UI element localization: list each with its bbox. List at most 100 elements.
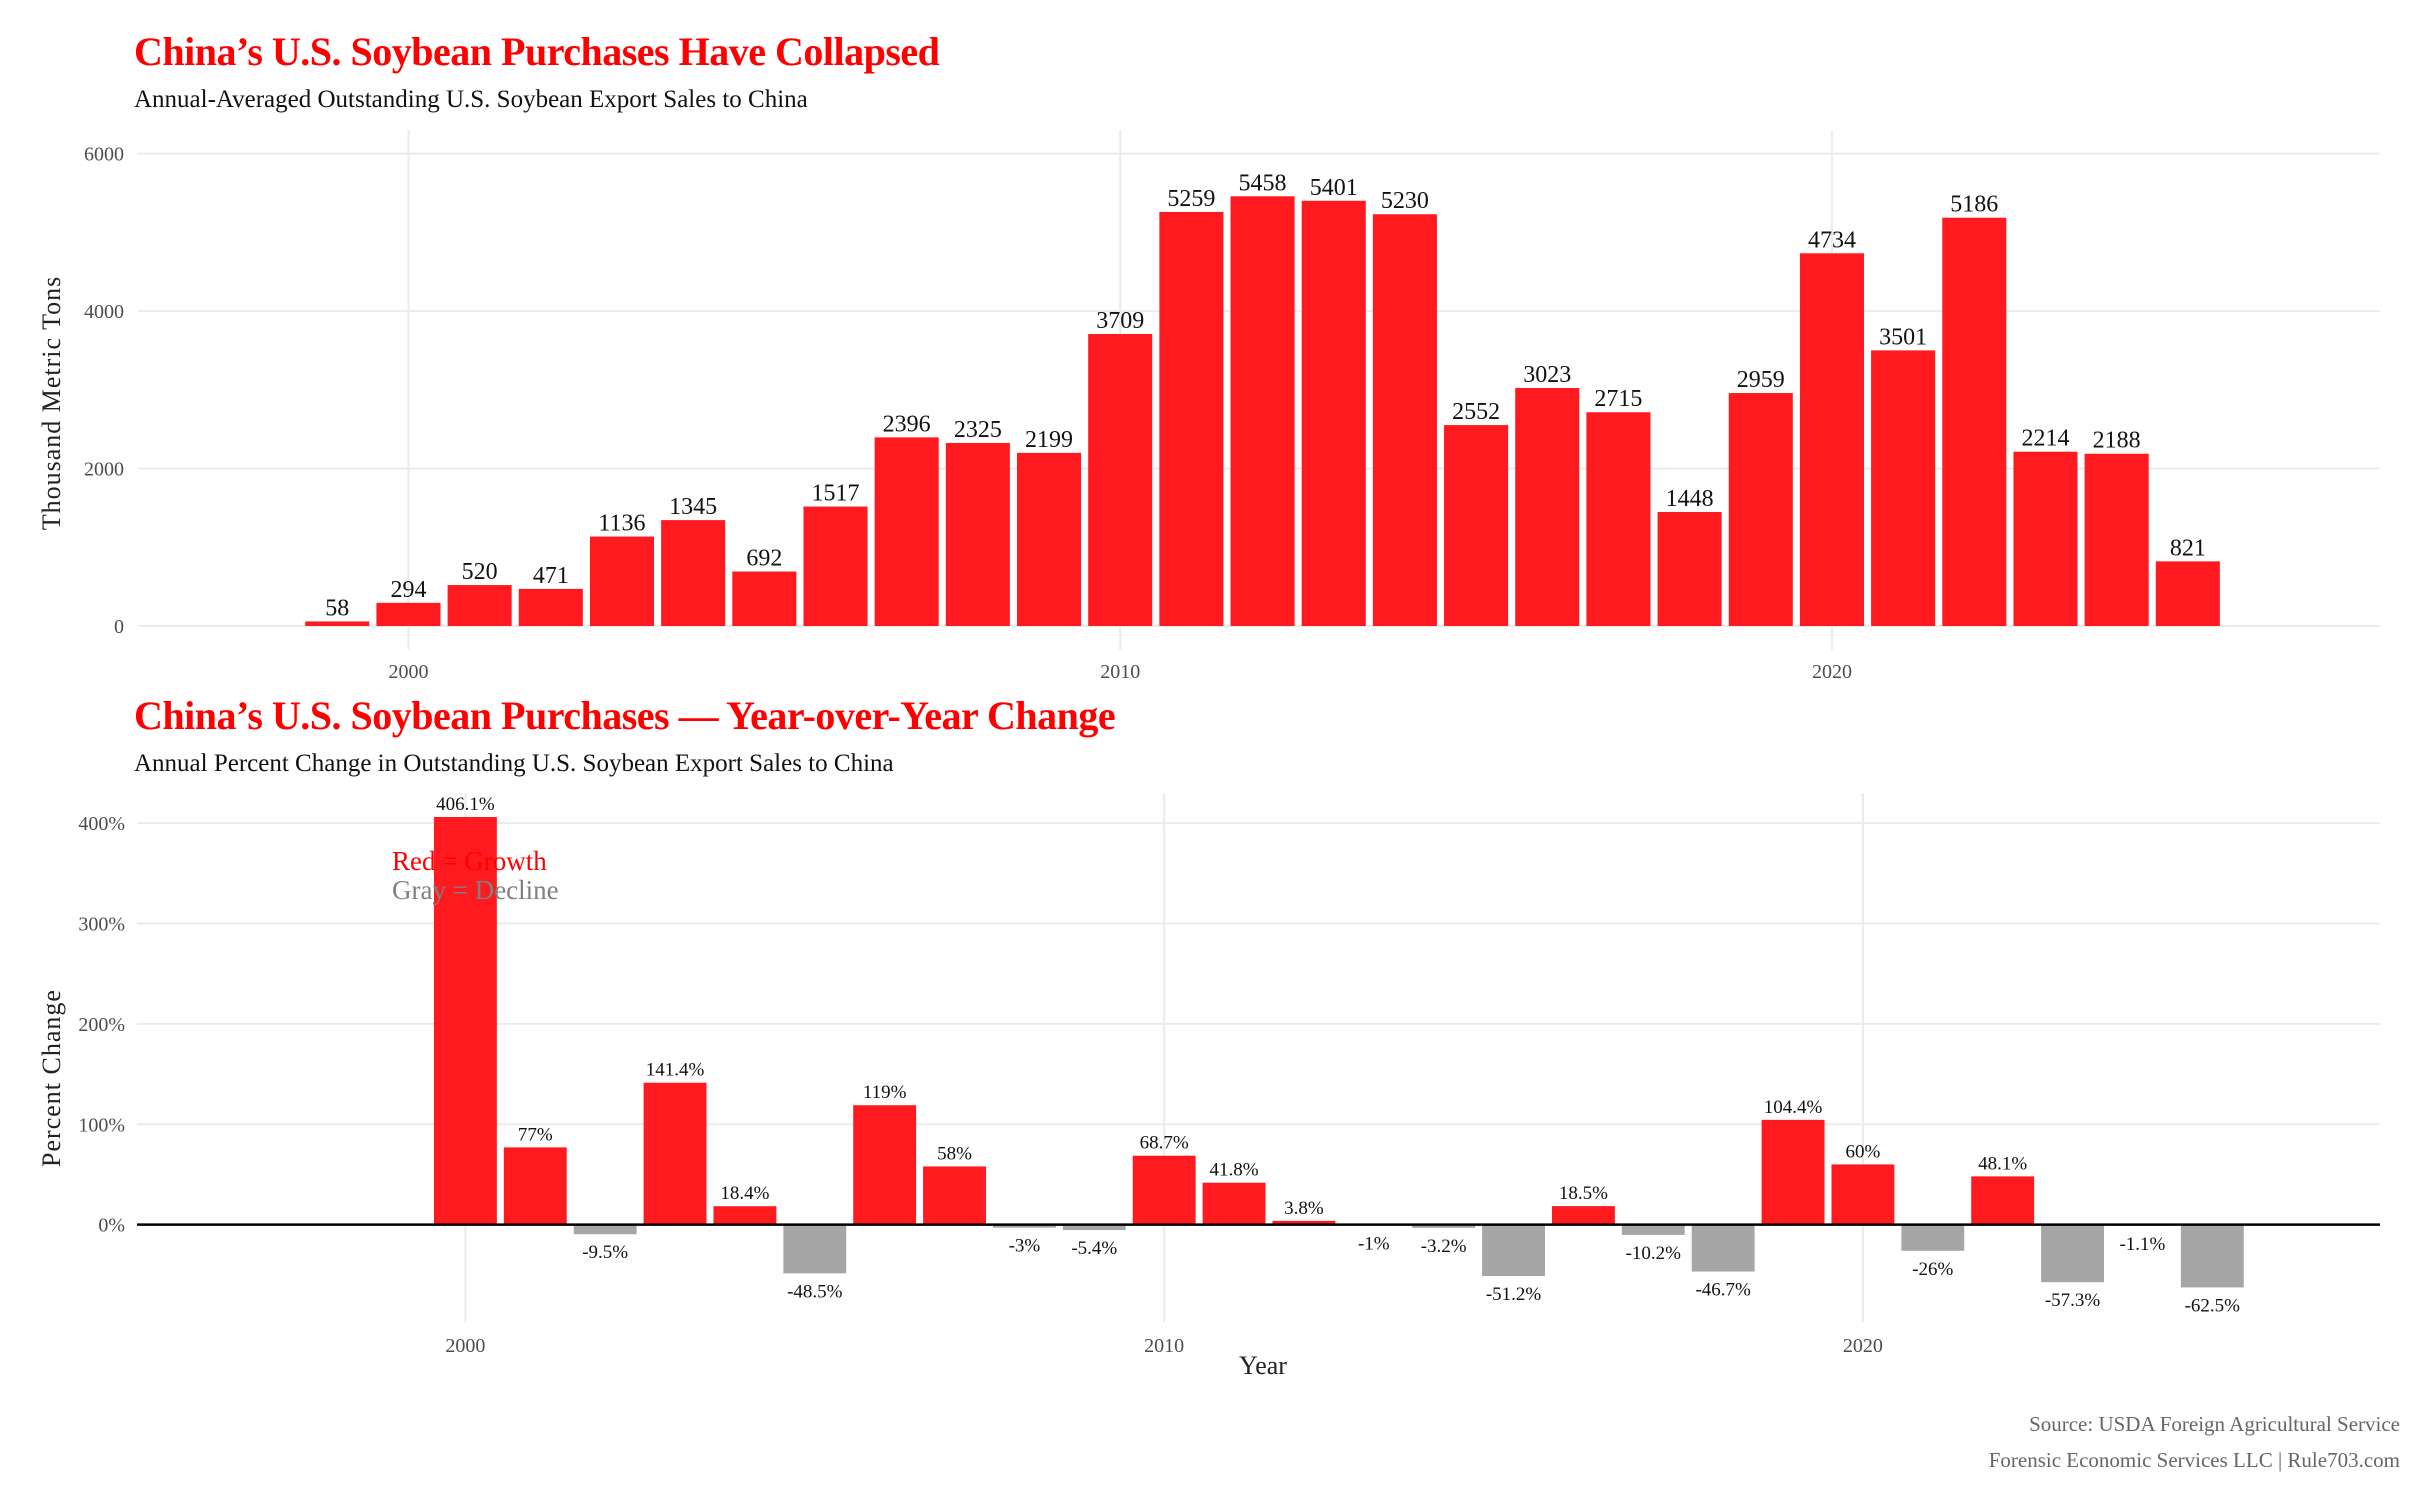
bar-2004 — [661, 520, 726, 626]
x-tick-label: 2020 — [1812, 661, 1852, 683]
bar-1999 — [305, 621, 370, 626]
bar-2021 — [1871, 350, 1936, 626]
decline-bar-2025 — [2180, 1224, 2244, 1288]
data-label-2003: 1136 — [598, 511, 645, 537]
y-tick-label: 300% — [78, 914, 125, 936]
growth-bar-2022 — [1971, 1176, 2035, 1225]
data-label-2022: 5186 — [1950, 192, 1998, 218]
source-caption: Source: USDA Foreign Agricultural Servic… — [2029, 1412, 2400, 1436]
growth-bar-2007 — [923, 1166, 986, 1225]
bottom-chart-subtitle: Annual Percent Change in Outstanding U.S… — [134, 750, 894, 777]
data-label-2002: -9.5% — [582, 1242, 628, 1263]
data-label-2010: 3709 — [1096, 308, 1144, 334]
data-label-2005: -48.5% — [787, 1281, 843, 1302]
growth-bar-2001 — [503, 1147, 567, 1225]
data-label-2004: 1345 — [669, 494, 717, 520]
growth-bar-2004 — [713, 1206, 777, 1225]
data-label-2017: -10.2% — [1626, 1243, 1682, 1264]
growth-bar-2019 — [1761, 1119, 1825, 1225]
data-label-2022: 48.1% — [1978, 1153, 2027, 1174]
data-label-2016: 18.5% — [1559, 1183, 1608, 1204]
bar-2006 — [803, 506, 868, 626]
decline-bar-2018 — [1691, 1224, 1755, 1272]
data-label-2010: 68.7% — [1140, 1133, 1189, 1154]
data-label-2018: -46.7% — [1695, 1280, 1751, 1301]
bar-2010 — [1088, 333, 1153, 626]
data-label-2009: 2199 — [1025, 427, 1073, 453]
data-label-2001: 520 — [462, 559, 498, 585]
bottom-chart-title: China’s U.S. Soybean Purchases — Year-ov… — [134, 693, 1116, 738]
bar-2014 — [1372, 214, 1437, 626]
x-tick-label: 2000 — [445, 1335, 485, 1357]
data-label-2003: 141.4% — [646, 1060, 705, 1081]
data-label-2008: 2325 — [954, 417, 1002, 443]
decline-bar-2017 — [1621, 1224, 1685, 1235]
data-label-2007: 58% — [937, 1143, 972, 1164]
data-label-2017: 2715 — [1594, 386, 1642, 412]
data-label-2015: 2552 — [1452, 399, 1500, 425]
data-label-2021: -26% — [1912, 1259, 1953, 1280]
data-label-2004: 18.4% — [720, 1183, 769, 1204]
data-label-2014: -3.2% — [1421, 1236, 1467, 1257]
growth-bar-2003 — [643, 1082, 707, 1225]
y-tick-label: 6000 — [84, 144, 124, 166]
data-label-2025: -62.5% — [2185, 1295, 2241, 1316]
bar-2019 — [1728, 393, 1793, 626]
bottom-chart-axes: 0% 100% 200% 300% 400% 2000 2010 2020 — [78, 813, 1883, 1357]
bar-2023 — [2013, 451, 2078, 626]
bottom-chart-y-axis-label: Percent Change — [37, 989, 66, 1167]
data-label-2006: 1517 — [812, 481, 860, 507]
bar-2018 — [1657, 511, 1722, 626]
legend-annotation-growth: Red = Growth — [392, 846, 547, 876]
bar-2024 — [2084, 453, 2149, 626]
data-label-2024: -1.1% — [2119, 1234, 2165, 1255]
data-label-2019: 2959 — [1737, 367, 1785, 393]
data-label-2013: 5401 — [1310, 175, 1358, 201]
bar-2009 — [1017, 452, 1082, 626]
bar-2011 — [1159, 211, 1224, 626]
credit-caption: Forensic Economic Services LLC | Rule703… — [1988, 1448, 2400, 1472]
data-label-2014: 5230 — [1381, 188, 1429, 214]
bar-2017 — [1586, 412, 1651, 626]
top-chart-title: China’s U.S. Soybean Purchases Have Coll… — [134, 29, 940, 74]
y-tick-label: 0 — [114, 616, 124, 638]
data-label-2025: 821 — [2170, 535, 2206, 561]
growth-bar-2010 — [1132, 1155, 1196, 1225]
data-label-2009: -5.4% — [1071, 1238, 1117, 1259]
decline-bar-2023 — [2041, 1224, 2104, 1283]
top-chart-y-axis-label: Thousand Metric Tons — [37, 276, 66, 531]
bar-2015 — [1444, 425, 1509, 626]
bar-2001 — [447, 585, 512, 626]
x-tick-label: 2010 — [1100, 661, 1140, 683]
top-chart-bars — [305, 196, 2220, 627]
data-label-2023: -57.3% — [2045, 1290, 2101, 1311]
data-label-2020: 4734 — [1808, 227, 1856, 253]
data-label-2019: 104.4% — [1764, 1097, 1823, 1118]
data-label-2012: 3.8% — [1284, 1198, 1324, 1219]
x-tick-label: 2020 — [1843, 1335, 1883, 1357]
x-tick-label: 2000 — [388, 661, 428, 683]
bar-2013 — [1301, 200, 1366, 626]
data-label-2012: 5458 — [1239, 170, 1287, 196]
data-label-2024: 2188 — [2093, 428, 2141, 454]
growth-bar-2011 — [1202, 1182, 1266, 1225]
growth-bar-2020 — [1831, 1164, 1895, 1225]
top-chart-purchases: 58 294 520 471 1136 1345 692 1517 2396 2325 2199 37… — [37, 130, 2380, 683]
data-label-2005: 692 — [746, 546, 782, 572]
growth-bar-2012 — [1272, 1220, 1336, 1225]
top-chart-axes: 0 2000 4000 6000 2000 2010 2020 — [84, 144, 1852, 683]
top-chart-subtitle: Annual-Averaged Outstanding U.S. Soybean… — [134, 86, 808, 113]
bar-2002 — [518, 588, 583, 626]
data-label-2018: 1448 — [1666, 486, 1714, 512]
bar-2008 — [945, 442, 1010, 626]
data-label-2023: 2214 — [2021, 426, 2069, 452]
data-label-2001: 77% — [518, 1124, 553, 1145]
x-tick-label: 2010 — [1144, 1335, 1184, 1357]
bar-2005 — [732, 571, 797, 626]
bottom-chart-bars — [433, 816, 2244, 1288]
bar-2022 — [1942, 217, 2007, 627]
y-tick-label: 0% — [98, 1215, 125, 1237]
data-label-2016: 3023 — [1523, 362, 1571, 388]
decline-bar-2002 — [573, 1224, 637, 1235]
